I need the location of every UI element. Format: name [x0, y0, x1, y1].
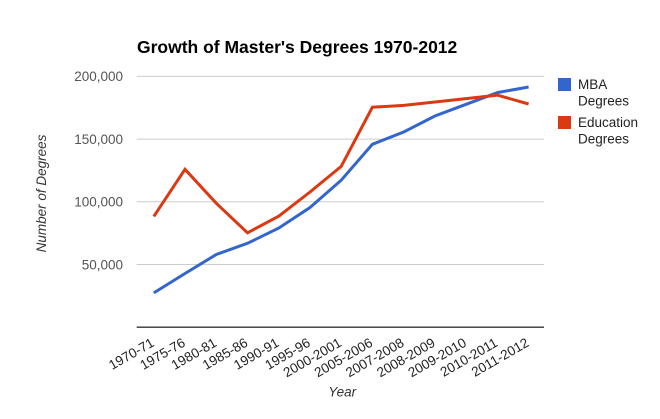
- svg-text:MBA: MBA: [578, 77, 607, 92]
- svg-text:Year: Year: [328, 385, 356, 400]
- svg-text:Degrees: Degrees: [578, 94, 629, 109]
- svg-text:Degrees: Degrees: [578, 132, 629, 147]
- svg-text:200,000: 200,000: [74, 69, 123, 84]
- svg-text:Number of Degrees: Number of Degrees: [34, 134, 49, 252]
- svg-text:Growth of Master's Degrees 197: Growth of Master's Degrees 1970-2012: [137, 37, 458, 57]
- svg-text:Education: Education: [578, 115, 638, 130]
- svg-text:150,000: 150,000: [74, 132, 123, 147]
- svg-text:50,000: 50,000: [82, 257, 123, 272]
- svg-text:100,000: 100,000: [74, 195, 123, 210]
